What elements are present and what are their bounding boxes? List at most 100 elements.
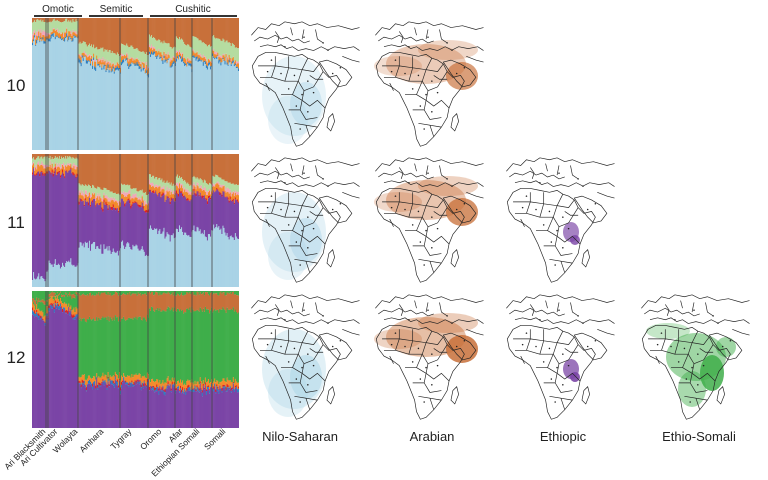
admixture-bar-nilo_saharan <box>168 234 170 287</box>
admixture-bar-pink <box>161 53 163 55</box>
admixture-bar-pink <box>186 188 188 192</box>
admixture-bar-ethiopic <box>75 317 77 428</box>
admixture-bar-light_green <box>58 21 61 31</box>
admixture-bar-pink <box>89 55 92 59</box>
admixture-bar-blue <box>108 386 110 387</box>
admixture-bar-orange <box>125 56 127 60</box>
admixture-bar-light_green <box>100 189 102 198</box>
admixture-bar-pink <box>38 29 40 32</box>
admixture-bar-red <box>44 172 46 176</box>
admixture-bar-blue <box>223 386 225 388</box>
admixture-bar-nilo_saharan <box>210 69 212 150</box>
admixture-bar-light_green <box>186 45 188 61</box>
admixture-bar-ethiopic <box>83 206 86 248</box>
admixture-bar-blue <box>69 36 71 38</box>
admixture-bar-ethiopic <box>165 389 167 428</box>
admixture-bar-pink <box>155 184 157 187</box>
admixture-bar-pink <box>157 185 159 189</box>
admixture-bar-pink <box>87 55 90 57</box>
admixture-bar-light_green <box>193 36 195 51</box>
admixture-bar-orange <box>232 57 235 61</box>
admixture-bar-pink <box>115 63 118 66</box>
admixture-bar-nilo_saharan <box>184 65 186 150</box>
admixture-bar-orange <box>169 194 171 202</box>
admixture-bar-nilo_saharan <box>232 62 235 150</box>
admixture-bar-arabian <box>155 154 157 178</box>
admixture-bar-light_green <box>34 20 36 31</box>
admixture-bar-blue <box>109 67 111 68</box>
admixture-bar-orange <box>144 69 147 74</box>
admixture-bar-orange <box>167 192 169 197</box>
admixture-bar-nilo_saharan <box>138 69 140 150</box>
admixture-bar-ethiopic <box>99 386 101 428</box>
admixture-bar-light_green <box>203 43 206 57</box>
admixture-bar-arabian <box>229 292 232 310</box>
admixture-bar-nilo_saharan <box>83 247 86 287</box>
admixture-bar-blue <box>55 305 58 309</box>
admixture-bar-ethiopic <box>235 389 238 428</box>
admixture-bar-blue <box>160 56 162 58</box>
admixture-bar-arabian <box>91 18 93 45</box>
admixture-bar-orange <box>44 315 46 323</box>
admixture-bar-ethiopic <box>121 388 123 428</box>
admixture-bar-ethio_somali <box>109 317 111 376</box>
admixture-bar-ethio_somali <box>46 291 48 301</box>
admixture-bar-light_green <box>95 188 97 197</box>
admixture-bar-orange <box>153 48 155 52</box>
admixture-bar-arabian <box>221 18 223 42</box>
admixture-bar-ethiopic <box>163 193 165 228</box>
admixture-bar-light_green <box>65 156 67 165</box>
admixture-bar-blue <box>233 389 236 392</box>
admixture-bar-pink <box>41 161 43 165</box>
admixture-bar-arabian <box>38 18 40 21</box>
admixture-bar-red <box>108 384 110 387</box>
admixture-bar-nilo_saharan <box>169 67 171 150</box>
admixture-bar-orange <box>114 65 117 68</box>
admixture-bar-nilo_saharan <box>236 67 239 150</box>
admixture-bar-light_green <box>163 180 165 186</box>
admixture-bar-arabian <box>99 295 101 320</box>
admixture-bar-orange <box>103 62 105 66</box>
admixture-bar-ethio_somali <box>228 309 230 381</box>
admixture-bar-ethiopic <box>95 206 97 250</box>
admixture-bar-pink <box>129 189 131 195</box>
admixture-bar-orange <box>133 374 135 383</box>
admixture-bar-ethio_somali <box>71 291 73 295</box>
admixture-bar-orange <box>189 60 191 64</box>
admixture-bar-light_green <box>189 46 191 60</box>
admixture-bar-light_green <box>189 185 191 193</box>
admixture-bar-arabian <box>49 293 51 297</box>
admixture-bar-orange <box>140 377 143 385</box>
admixture-bar-pink <box>104 196 106 199</box>
admixture-bar-pink <box>34 30 36 33</box>
admixture-bar-ethio_somali <box>122 291 124 294</box>
admixture-bar-ethio_somali <box>147 317 150 375</box>
admixture-bar-arabian <box>159 154 161 178</box>
admixture-bar-nilo_saharan <box>193 225 195 287</box>
admixture-bar-pink <box>230 192 233 197</box>
admixture-bar-pink <box>80 193 82 196</box>
admixture-bar-pink <box>115 199 118 202</box>
admixture-bar-light_green <box>218 38 220 55</box>
admixture-bar-light_green <box>79 184 81 191</box>
admixture-bar-pink <box>54 162 57 164</box>
admixture-bar-ethio_somali <box>54 294 57 297</box>
admixture-bar-orange <box>54 296 57 301</box>
admixture-bar-red <box>82 380 85 384</box>
admixture-bar-arabian <box>145 18 148 53</box>
admixture-bar-ethiopic <box>56 306 59 428</box>
admixture-bar-orange <box>188 380 190 385</box>
admixture-bar-orange <box>105 375 107 383</box>
admixture-bar-arabian <box>206 292 209 310</box>
admixture-bar-orange <box>188 61 190 64</box>
admixture-bar-ethio_somali <box>102 316 104 373</box>
admixture-bar-blue <box>74 36 76 39</box>
admixture-bar-arabian <box>92 154 94 185</box>
admixture-bar-ethiopic <box>78 204 80 248</box>
admixture-bar-nilo_saharan <box>102 253 104 287</box>
admixture-bar-red <box>192 388 194 390</box>
admixture-bar-red <box>203 387 206 390</box>
admixture-bar-ethiopic <box>216 189 218 225</box>
admixture-bar-red <box>148 189 151 192</box>
admixture-bar-ethiopic <box>157 196 159 235</box>
